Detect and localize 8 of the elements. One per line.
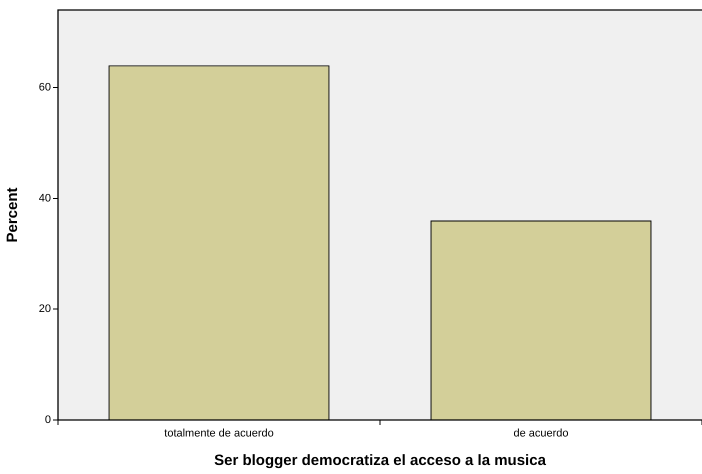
x-tick-label: de acuerdo (513, 428, 569, 440)
y-tick-label: 0 (44, 414, 51, 426)
y-axis-title: Percent (4, 187, 22, 243)
y-tick-label: 40 (38, 192, 51, 204)
x-axis-title: Ser blogger democratiza el acceso a la musica (214, 452, 547, 470)
y-tick-label: 60 (38, 82, 51, 94)
y-tick-label: 20 (38, 303, 51, 316)
x-tick-label: totalmente de acuerdo (164, 428, 274, 440)
